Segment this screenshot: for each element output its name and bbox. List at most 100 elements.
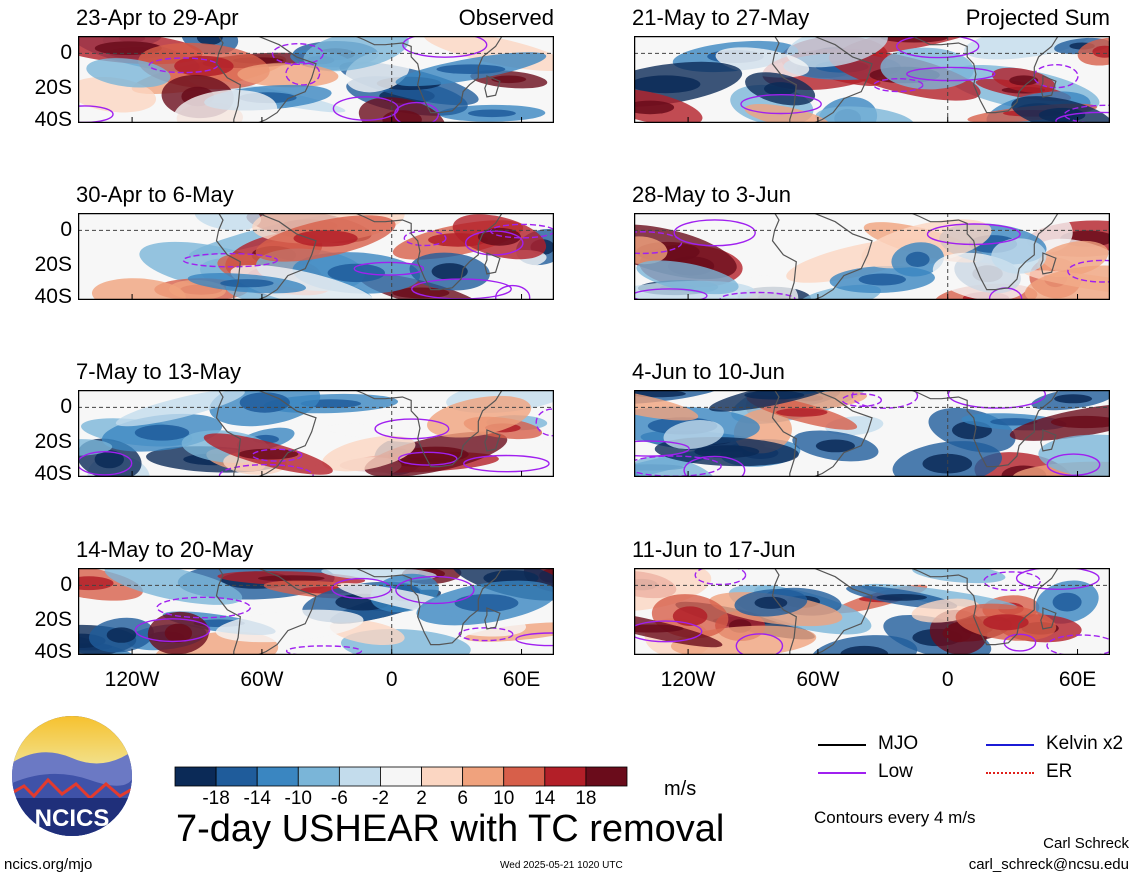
- anomaly-shading: [744, 390, 805, 400]
- low-contour: [403, 230, 447, 247]
- anomaly-shading: [392, 287, 450, 299]
- column-label: Observed: [458, 5, 554, 30]
- colorbar-swatch: [421, 766, 464, 787]
- anomaly-shading: [220, 279, 274, 288]
- anomaly-shading: [173, 89, 278, 123]
- coastline-africa: [910, 568, 1059, 646]
- map-svg: [634, 390, 1110, 477]
- author-email[interactable]: carl_schreck@ncsu.edu: [968, 856, 1129, 873]
- map-frame: [634, 213, 1110, 300]
- map-frame: [634, 36, 1110, 123]
- anomaly-shading: [663, 419, 724, 450]
- legend-swatch: [818, 744, 866, 746]
- panel-title: 14-May to 20-May: [76, 537, 254, 562]
- coastline-madagascar: [484, 252, 501, 275]
- lon-tick-label: 60E: [1058, 668, 1097, 691]
- colorbar-swatch: [585, 766, 628, 787]
- low-contour: [331, 577, 392, 600]
- colorbar-tick-label: 18: [575, 788, 597, 809]
- anomaly-shading: [104, 568, 243, 605]
- anomaly-shading: [634, 236, 668, 265]
- low-contour: [906, 66, 996, 82]
- colorbar-swatch: [380, 766, 422, 787]
- map-svg: [78, 213, 554, 300]
- colorbar: [174, 766, 628, 792]
- low-contour: [490, 223, 554, 239]
- anomaly-shading: [634, 390, 699, 421]
- lon-tick-label: 120W: [104, 668, 160, 691]
- colorbar-tick-label: -18: [202, 788, 230, 809]
- coastline-madagascar: [484, 429, 501, 452]
- colorbar-tick-label: -2: [372, 788, 389, 809]
- low-contour: [1046, 634, 1110, 655]
- low-contour: [515, 632, 554, 647]
- map-frame: [634, 390, 1110, 477]
- panel-title: 11-Jun to 17-Jun: [632, 537, 796, 562]
- low-contour: [285, 61, 321, 86]
- anomaly-shading: [905, 251, 930, 267]
- panel-title: 21-May to 27-May: [632, 5, 810, 30]
- low-contour: [134, 618, 211, 643]
- anomaly-shading: [106, 627, 137, 643]
- lon-tick-label: 60W: [240, 668, 284, 691]
- lon-tick-label: 60W: [796, 668, 840, 691]
- low-contour: [634, 440, 690, 457]
- anomaly-shading: [754, 596, 788, 609]
- low-contour: [673, 219, 756, 247]
- lat-tick-label: 40S: [34, 640, 72, 663]
- anomaly-shading: [634, 624, 684, 633]
- anomaly-shading: [1009, 75, 1039, 86]
- low-contour: [851, 390, 919, 409]
- low-contour: [271, 42, 324, 66]
- low-contour: [218, 463, 314, 477]
- map-panel: [634, 568, 1110, 655]
- anomaly-shading: [1052, 592, 1082, 612]
- colorbar-swatch: [462, 766, 505, 787]
- site-link[interactable]: ncics.org/mjo: [4, 856, 93, 873]
- coastline-africa: [910, 36, 1059, 114]
- anomaly-shading: [840, 645, 889, 655]
- low-contour: [464, 230, 524, 256]
- low-contour: [683, 455, 746, 477]
- colorbar-swatch: [256, 766, 299, 787]
- anomaly-shading: [293, 230, 358, 247]
- low-contour: [495, 284, 531, 300]
- low-contour: [634, 620, 703, 643]
- colorbar-tick-label: 6: [457, 788, 468, 809]
- anomaly-shading: [196, 36, 223, 45]
- colorbar-swatch: [503, 766, 546, 787]
- coastline-madagascar: [1040, 607, 1057, 630]
- colorbar-swatch: [174, 766, 217, 787]
- map-panel: [78, 213, 554, 300]
- colorbar-tick-label: -10: [284, 788, 312, 809]
- anomaly-shading: [258, 575, 325, 582]
- colorbar-tick-label: -14: [243, 788, 271, 809]
- lat-tick-label: 0: [60, 41, 72, 65]
- anomaly-shading: [776, 408, 828, 417]
- low-contour: [1046, 453, 1101, 476]
- lat-tick-label: 20S: [34, 253, 72, 277]
- low-contour: [251, 448, 303, 462]
- coastline-madagascar: [1040, 252, 1057, 275]
- anomaly-shading: [1054, 394, 1093, 404]
- lat-tick-label: 20S: [34, 430, 72, 454]
- coastline-madagascar: [484, 607, 501, 630]
- lat-tick-label: 20S: [34, 608, 72, 632]
- legend-label: ER: [1046, 761, 1073, 782]
- anomaly-shading: [115, 390, 245, 427]
- map-panel: [634, 213, 1110, 300]
- legend-swatch: [986, 744, 1034, 746]
- coastline-africa: [354, 390, 503, 468]
- anomaly-shading: [403, 446, 469, 462]
- anomaly-shading: [990, 418, 1038, 426]
- low-contour: [1067, 259, 1110, 283]
- colorbar-swatch: [338, 766, 381, 787]
- colorbar-tick-label: 14: [534, 788, 556, 809]
- low-contour: [458, 627, 514, 642]
- low-contour: [463, 454, 550, 473]
- map-frame: [78, 390, 554, 477]
- anomaly-shading: [764, 82, 797, 96]
- map-panel: [634, 390, 1110, 477]
- coastline-africa: [354, 213, 503, 291]
- lon-tick-label: 0: [941, 668, 954, 691]
